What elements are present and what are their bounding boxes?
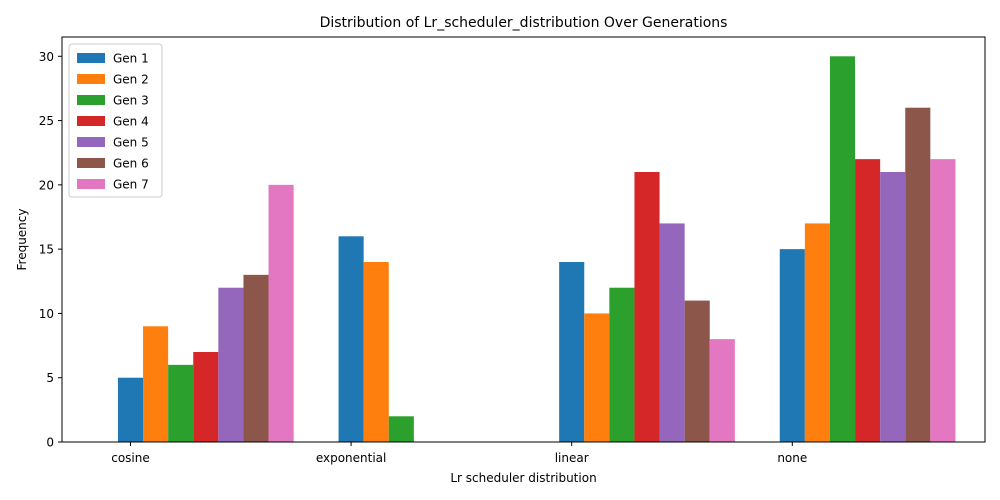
bar-gen-7-cosine <box>268 184 294 442</box>
bar-gen-2-linear <box>584 313 610 442</box>
bar-gen-1-none <box>779 249 805 442</box>
x-axis: cosine exponential linear none <box>111 442 807 465</box>
bar-gen-1-linear <box>559 262 585 442</box>
bar-gen-1-cosine <box>117 377 144 442</box>
bar-gen-1-exponential <box>338 236 364 442</box>
plot-frame <box>61 36 986 443</box>
y-tick-label-25: 25 <box>39 114 54 128</box>
bar-gen-3-none <box>829 56 856 443</box>
legend-swatch-gen-2 <box>77 74 105 84</box>
legend-label-gen-7: Gen 7 <box>113 178 149 192</box>
y-tick-label-30: 30 <box>39 50 54 64</box>
y-tick-label-10: 10 <box>39 307 54 321</box>
bar-gen-3-exponential <box>388 416 414 442</box>
bar-gen-7-linear <box>709 339 735 442</box>
bar-gen-2-cosine <box>143 326 169 442</box>
bar-gen-3-linear <box>609 287 635 442</box>
bar-gen-3-cosine <box>168 364 194 442</box>
legend-swatch-gen-7 <box>77 179 105 189</box>
legend-swatch-gen-1 <box>77 53 105 63</box>
legend: Gen 1 Gen 2 Gen 3 Gen 4 Gen 5 Gen 6 Gen 7 <box>68 43 163 198</box>
legend-label-gen-3: Gen 3 <box>113 94 149 108</box>
bar-gen-5-cosine <box>218 287 244 442</box>
y-tick-label-0: 0 <box>46 436 54 450</box>
bar-gen-4-none <box>855 159 881 442</box>
bar-gen-6-cosine <box>243 274 269 442</box>
legend-label-gen-5: Gen 5 <box>113 136 149 150</box>
x-tick-label-exponential: exponential <box>316 451 387 465</box>
legend-label-gen-4: Gen 4 <box>113 115 149 129</box>
x-tick-label-cosine: cosine <box>111 451 150 465</box>
bar-gen-2-none <box>804 223 830 442</box>
y-tick-label-5: 5 <box>46 371 54 385</box>
legend-label-gen-1: Gen 1 <box>113 52 149 66</box>
x-tick-label-linear: linear <box>555 451 589 465</box>
bar-gen-5-none <box>880 172 906 442</box>
legend-swatch-gen-3 <box>77 95 105 105</box>
x-axis-label: Lr scheduler distribution <box>450 471 596 485</box>
chart-title: Distribution of Lr_scheduler_distributio… <box>320 15 728 31</box>
y-tick-label-15: 15 <box>39 243 54 257</box>
legend-swatch-gen-6 <box>77 158 105 168</box>
bar-gen-4-cosine <box>193 352 219 442</box>
y-axis-label: Frequency <box>15 209 29 271</box>
legend-swatch-gen-4 <box>77 116 105 126</box>
bar-gen-6-linear <box>684 300 710 442</box>
bar-gen-4-linear <box>634 172 660 442</box>
bar-gen-2-exponential <box>363 262 389 442</box>
legend-swatch-gen-5 <box>77 137 105 147</box>
legend-label-gen-2: Gen 2 <box>113 73 149 87</box>
y-tick-label-20: 20 <box>39 178 54 192</box>
x-tick-label-none: none <box>777 451 807 465</box>
bar-gen-6-none <box>905 107 931 442</box>
bars <box>117 56 956 443</box>
bar-gen-7-none <box>930 159 956 442</box>
y-axis: 0 5 10 15 20 25 30 <box>39 50 62 450</box>
bar-gen-5-linear <box>659 223 685 442</box>
legend-label-gen-6: Gen 6 <box>113 157 149 171</box>
